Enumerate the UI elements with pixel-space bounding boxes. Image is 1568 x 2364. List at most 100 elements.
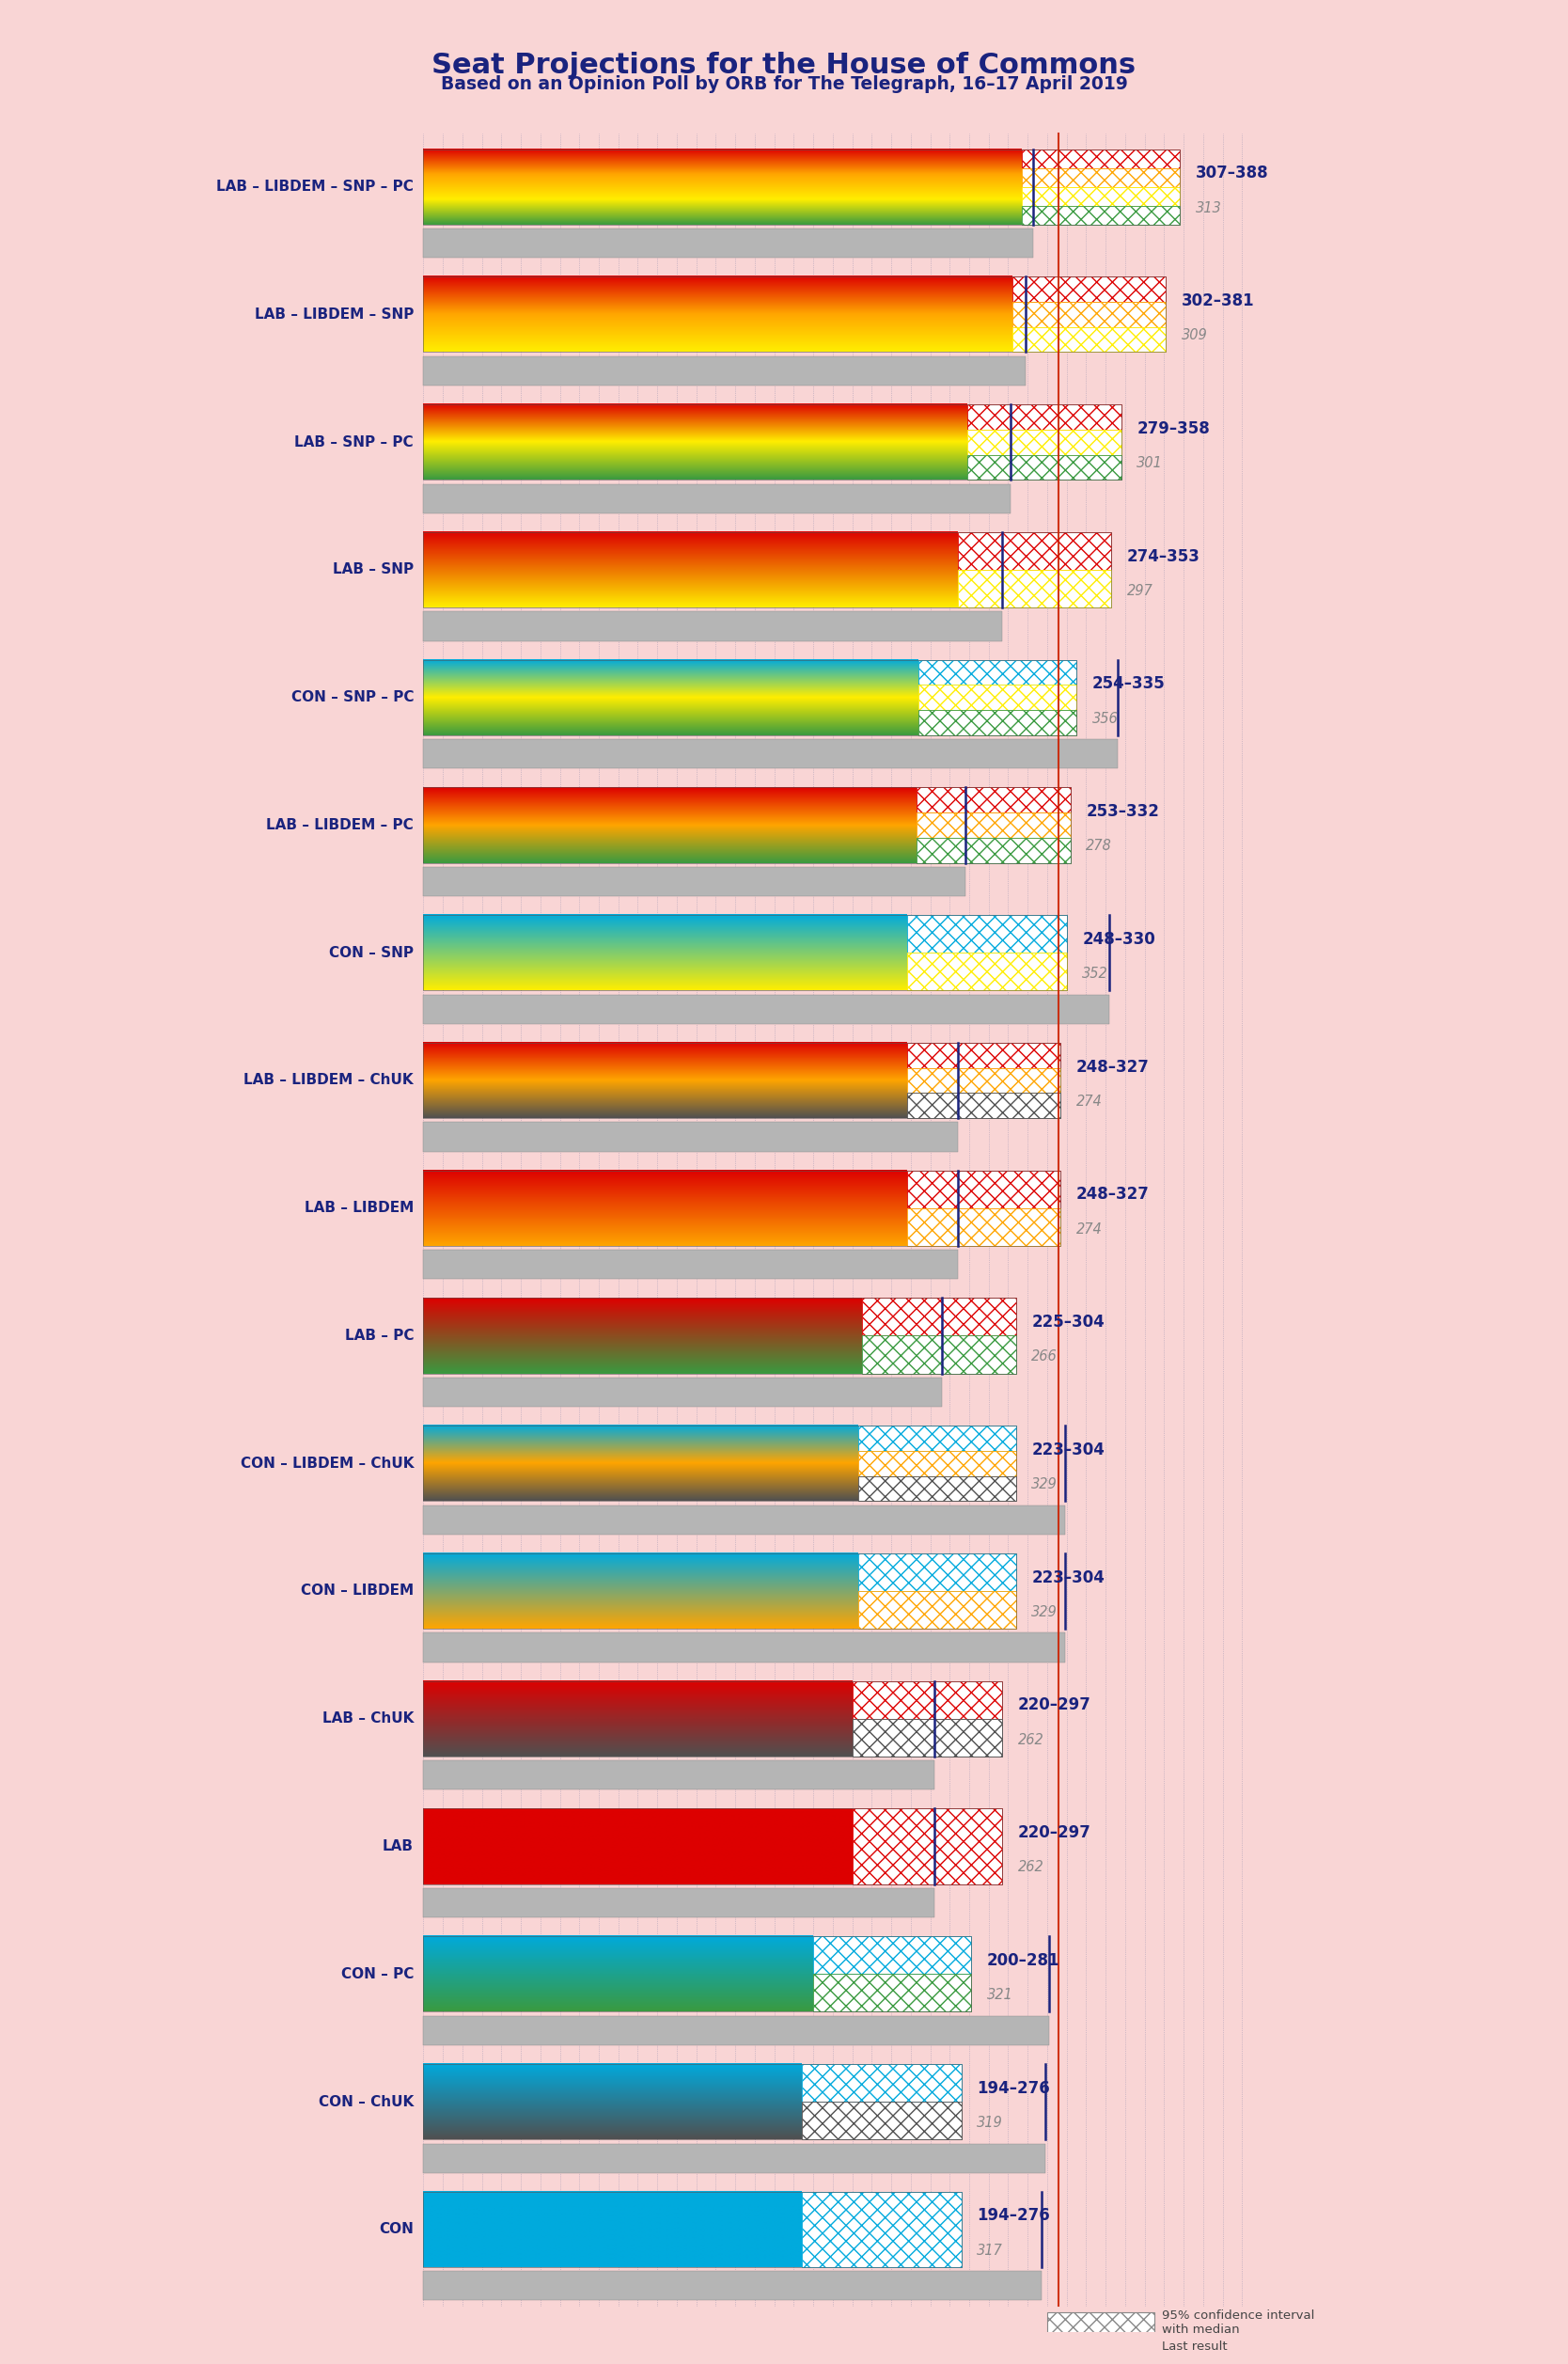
Text: CON – LIBDEM: CON – LIBDEM [301, 1584, 414, 1598]
Bar [423, 995, 1110, 1024]
Text: 329: 329 [1032, 1605, 1058, 1619]
Bar [423, 1634, 1065, 1662]
Bar [858, 1425, 1016, 1451]
Bar [958, 570, 1112, 608]
Text: CON: CON [379, 2222, 414, 2236]
Bar [906, 1069, 1062, 1092]
Bar [423, 1553, 1016, 1629]
Bar [423, 229, 1033, 258]
Bar [801, 2064, 961, 2102]
Bar [906, 1092, 1062, 1118]
Text: 274–353: 274–353 [1127, 548, 1200, 565]
Text: 301: 301 [1137, 456, 1163, 470]
Bar [423, 740, 1118, 768]
Text: LAB – PC: LAB – PC [345, 1329, 414, 1343]
Text: CON – SNP – PC: CON – SNP – PC [292, 690, 414, 704]
Bar [862, 1298, 1016, 1336]
Text: 225–304: 225–304 [1032, 1314, 1104, 1331]
Text: 317: 317 [977, 2243, 1004, 2258]
Bar [423, 2272, 1041, 2300]
Text: 248–330: 248–330 [1082, 931, 1156, 948]
Bar [423, 1761, 935, 1790]
Bar [1011, 277, 1167, 303]
Bar [423, 532, 1112, 608]
Text: 313: 313 [1195, 201, 1221, 215]
Text: 223–304: 223–304 [1032, 1442, 1105, 1459]
Bar [423, 1761, 935, 1790]
Bar [423, 1378, 942, 1407]
Bar [423, 1378, 942, 1407]
Bar [423, 1425, 1016, 1501]
Bar [423, 1634, 1065, 1662]
Bar [423, 2064, 961, 2139]
Bar [906, 953, 1066, 991]
Bar [423, 612, 1002, 641]
Bar [801, 2102, 961, 2139]
Text: 274: 274 [1076, 1095, 1102, 1109]
Bar [423, 357, 1025, 385]
Text: 200–281: 200–281 [986, 1953, 1060, 1969]
Text: 352: 352 [1082, 967, 1109, 981]
Bar [906, 915, 1066, 953]
Text: 319: 319 [977, 2116, 1004, 2130]
Bar [967, 404, 1121, 430]
Bar [423, 1936, 971, 2012]
Text: 194–276: 194–276 [977, 2208, 1051, 2225]
Text: LAB – ChUK: LAB – ChUK [321, 1712, 414, 1726]
Bar [906, 1208, 1062, 1246]
Bar [853, 1719, 1002, 1756]
Text: 274: 274 [1076, 1222, 1102, 1236]
Bar [1047, 2338, 1154, 2355]
Text: LAB – LIBDEM – PC: LAB – LIBDEM – PC [267, 818, 414, 832]
Text: 307–388: 307–388 [1195, 165, 1269, 182]
Bar [919, 709, 1076, 735]
Bar [423, 149, 1179, 225]
Bar [423, 1170, 1062, 1246]
Bar [423, 915, 1066, 991]
Text: LAB – LIBDEM – ChUK: LAB – LIBDEM – ChUK [245, 1073, 414, 1087]
Bar [423, 2016, 1049, 2045]
Bar [423, 1506, 1065, 1534]
Text: 95% confidence interval
with median: 95% confidence interval with median [1162, 2310, 1316, 2336]
Bar [919, 660, 1076, 686]
Bar [423, 485, 1010, 513]
Text: 356: 356 [1091, 712, 1118, 726]
Text: 278: 278 [1087, 839, 1112, 853]
Text: CON – ChUK: CON – ChUK [318, 2095, 414, 2109]
Bar [423, 1251, 958, 1279]
Text: 279–358: 279–358 [1137, 421, 1210, 437]
Bar [423, 868, 966, 896]
Text: LAB – LIBDEM – SNP: LAB – LIBDEM – SNP [254, 307, 414, 322]
Text: LAB – SNP – PC: LAB – SNP – PC [295, 435, 414, 449]
Text: LAB – SNP: LAB – SNP [332, 563, 414, 577]
Bar [862, 1336, 1016, 1373]
Bar [1022, 149, 1179, 168]
Bar [423, 2016, 1049, 2045]
Bar [1022, 187, 1179, 206]
Bar [423, 1889, 935, 1917]
Bar [858, 1553, 1016, 1591]
Text: Last result: Last result [1162, 2340, 1228, 2352]
Bar [423, 2191, 961, 2267]
Bar [917, 813, 1071, 837]
Bar [423, 660, 1076, 735]
Text: 220–297: 220–297 [1018, 1697, 1091, 1714]
Text: Seat Projections for the House of Commons: Seat Projections for the House of Common… [431, 52, 1137, 80]
Bar [853, 1808, 1002, 1884]
Bar [423, 740, 1118, 768]
Text: LAB – LIBDEM – SNP – PC: LAB – LIBDEM – SNP – PC [216, 180, 414, 194]
Text: 220–297: 220–297 [1018, 1825, 1091, 1842]
Text: CON – SNP: CON – SNP [329, 946, 414, 960]
Bar [423, 1123, 958, 1151]
Text: 309: 309 [1182, 329, 1207, 343]
Bar [967, 430, 1121, 454]
Text: 297: 297 [1127, 584, 1152, 598]
Bar [1011, 303, 1167, 326]
Bar [1011, 326, 1167, 352]
Bar [858, 1451, 1016, 1475]
Bar [423, 404, 1121, 480]
Bar [423, 1298, 1016, 1373]
Bar [423, 277, 1167, 352]
Bar [1022, 206, 1179, 225]
Bar [423, 787, 1071, 863]
